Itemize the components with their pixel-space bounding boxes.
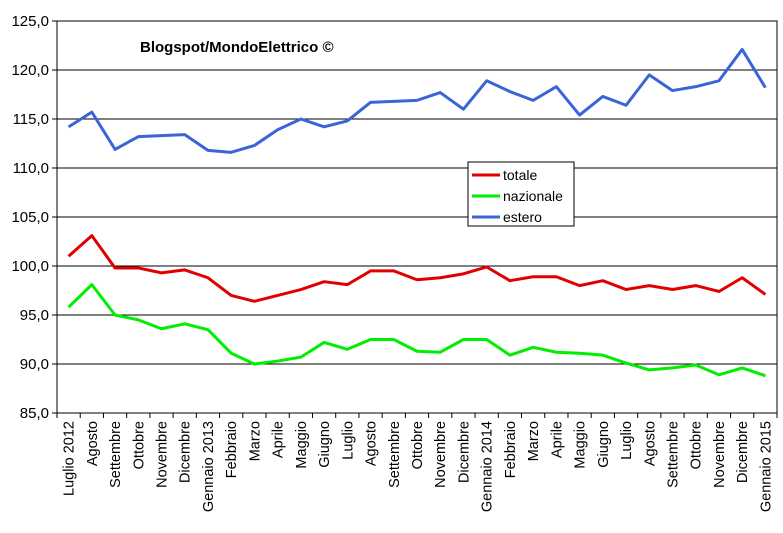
x-tick-label: Aprile	[549, 421, 565, 458]
chart-title: Blogspot/MondoElettrico ©	[140, 39, 334, 56]
x-tick-label: Dicembre	[178, 421, 194, 483]
y-tick-label: 105,0	[11, 209, 49, 226]
x-tick-label: Gennaio 2013	[201, 421, 217, 512]
x-tick-label: Marzo	[247, 421, 263, 461]
x-tick-label: Luglio	[619, 421, 635, 460]
x-tick-label: Maggio	[294, 421, 310, 469]
x-tick-label: Aprile	[271, 421, 287, 458]
series-line-estero	[67, 47, 767, 154]
x-tick-label: Febbraio	[503, 421, 519, 478]
gridlines	[57, 69, 777, 365]
x-tick-label: Agosto	[364, 421, 380, 466]
series-line-nazionale	[67, 283, 766, 378]
x-tick-label: Agosto	[85, 421, 101, 466]
x-tick-label: Settembre	[387, 421, 403, 488]
x-tick-label: Dicembre	[456, 421, 472, 483]
y-tick-label: 110,0	[13, 160, 49, 177]
x-tick-label: Novembre	[433, 421, 449, 488]
x-tick-label: Novembre	[155, 421, 171, 488]
x-tick-label: Ottobre	[410, 421, 426, 469]
y-tick-label: 120,0	[11, 62, 49, 79]
x-tick-label: Luglio	[340, 421, 356, 460]
x-tick-label: Gennaio 2015	[758, 421, 774, 512]
x-tick-label: Ottobre	[131, 421, 147, 469]
legend-box	[467, 161, 575, 227]
x-tick-label: Ottobre	[689, 421, 705, 469]
y-tick-label: 95,0	[20, 307, 49, 324]
legend: totale nazionale estero	[467, 161, 575, 227]
y-axis-ticks: 85,0 90,0 95,0 100,0 105,0 110,0 115,0 120,0 125…	[11, 13, 57, 422]
y-tick-label: 125,0	[11, 13, 49, 30]
x-tick-label: Agosto	[642, 421, 658, 466]
x-tick-label: Febbraio	[224, 421, 240, 478]
legend-label-estero: estero	[503, 209, 542, 225]
legend-label-nazionale: nazionale	[503, 188, 563, 204]
x-tick-label: Settembre	[108, 421, 124, 488]
x-tick-label: Dicembre	[735, 421, 751, 483]
x-tick-label: Giugno	[596, 421, 612, 468]
x-axis-ticks: Luglio 2012 Agosto Settembre Ottobre Novembr…	[56, 413, 778, 512]
y-tick-label: 85,0	[20, 405, 49, 422]
y-tick-label: 90,0	[20, 356, 49, 373]
series-line-totale	[67, 234, 767, 303]
series-lines	[67, 47, 767, 378]
x-tick-label: Maggio	[573, 421, 589, 469]
legend-label-totale: totale	[503, 167, 537, 183]
x-tick-label: Marzo	[526, 421, 542, 461]
x-tick-label: Settembre	[665, 421, 681, 488]
y-tick-label: 100,0	[11, 258, 49, 275]
x-tick-label: Gennaio 2014	[480, 421, 496, 512]
y-tick-label: 115,0	[13, 111, 49, 128]
x-tick-label: Luglio 2012	[62, 421, 78, 496]
x-tick-label: Novembre	[712, 421, 728, 488]
x-tick-label: Giugno	[317, 421, 333, 468]
